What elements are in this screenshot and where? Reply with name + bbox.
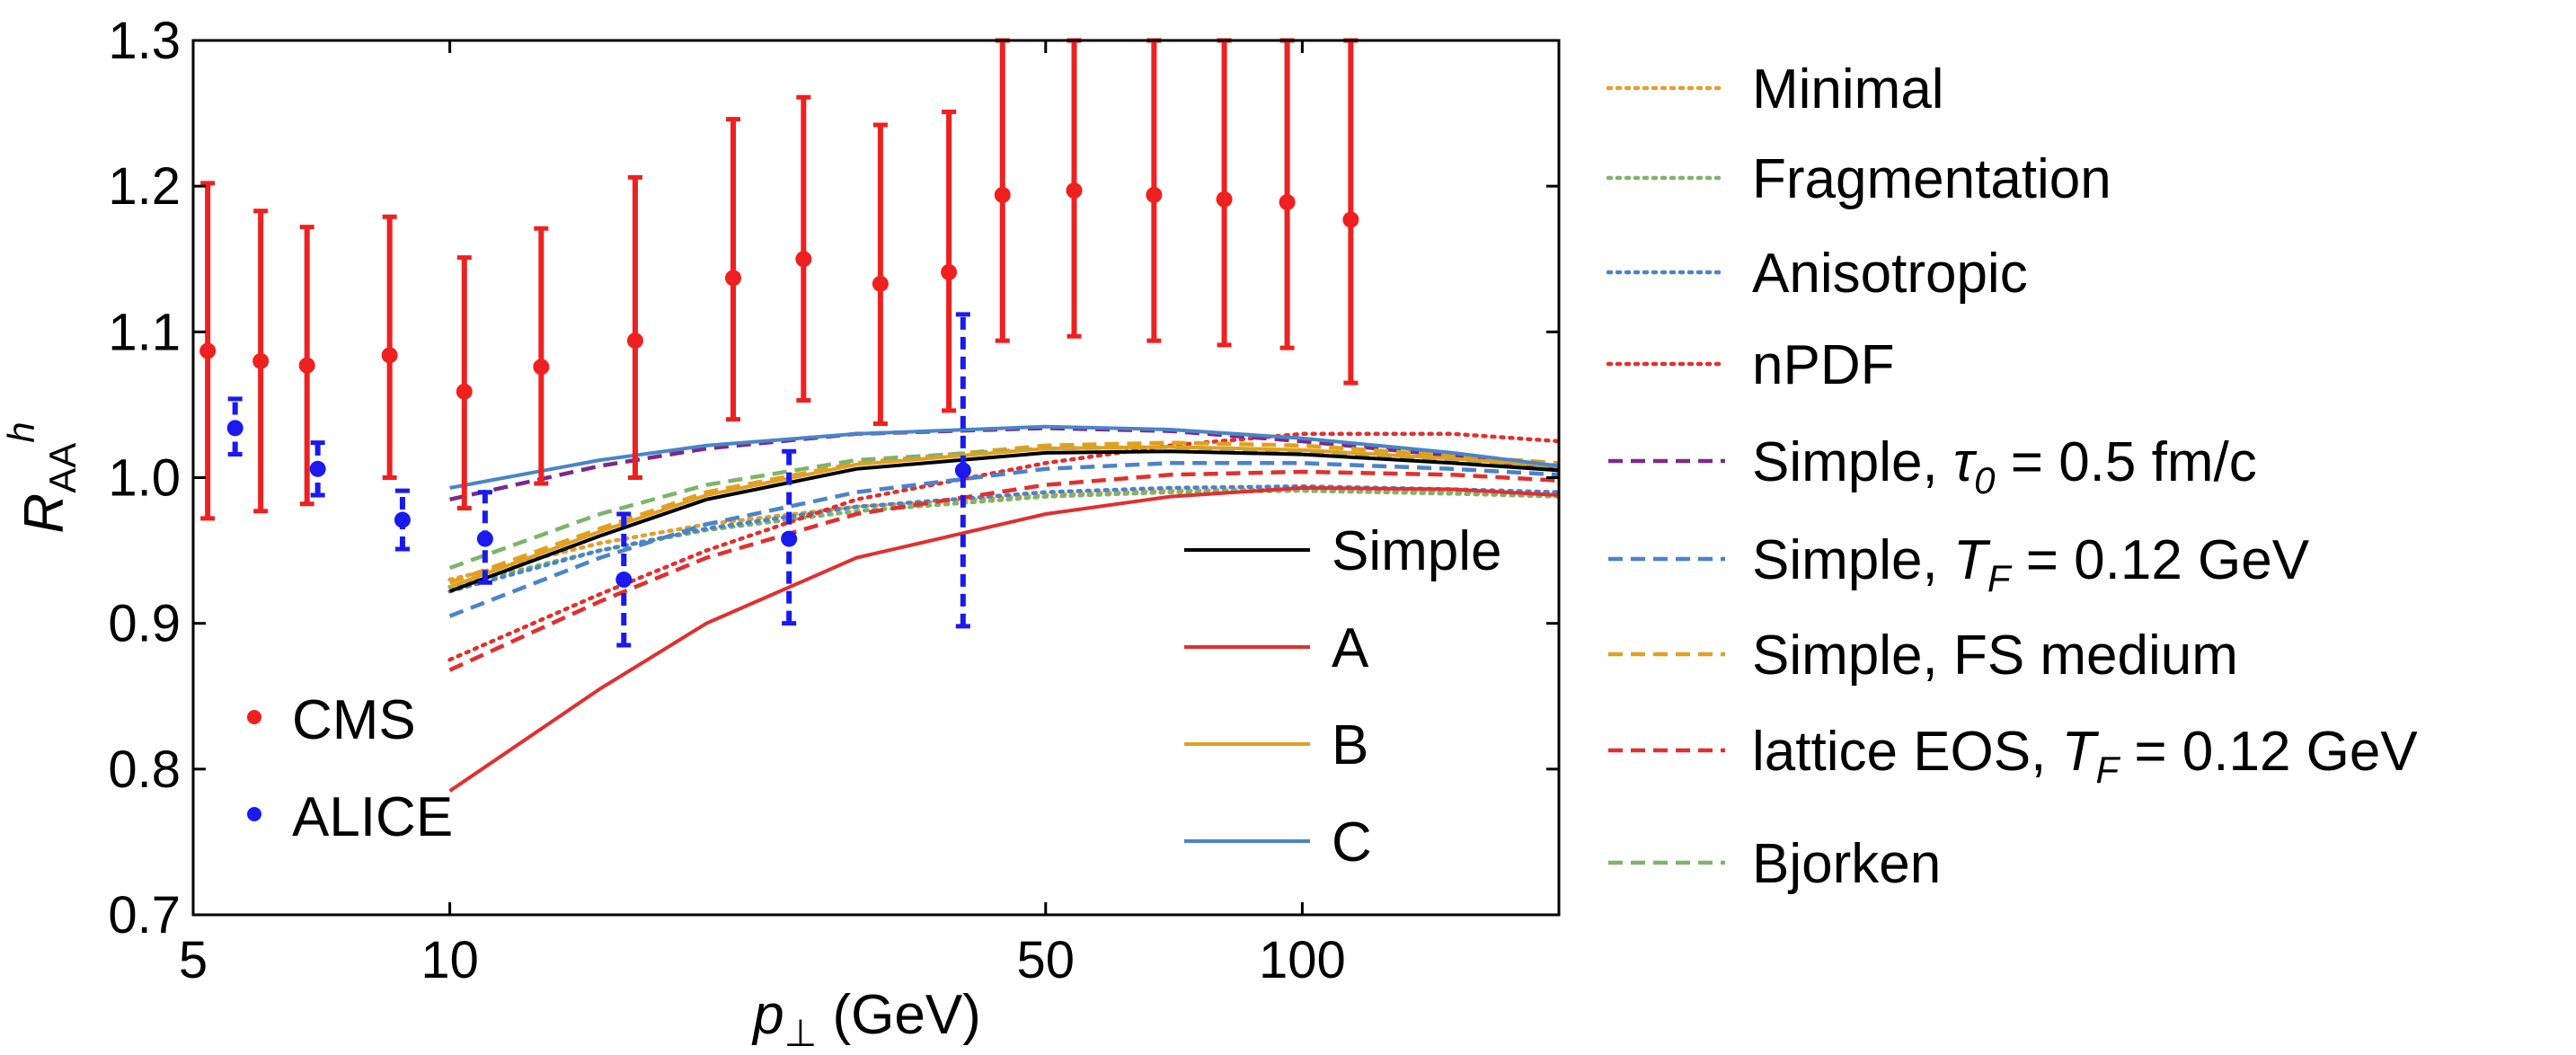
points-cms bbox=[199, 38, 1359, 521]
legend-label-minimal: Minimal bbox=[1752, 58, 1944, 120]
y-tick-label: 0.7 bbox=[108, 886, 181, 944]
cms-data-point bbox=[941, 263, 958, 280]
series-layer bbox=[447, 424, 1559, 793]
legend-label-anisotropic: Anisotropic bbox=[1752, 243, 2028, 305]
y-tick-label: 0.8 bbox=[108, 740, 181, 799]
cms-data-point bbox=[1216, 191, 1233, 208]
x-tick-label: 100 bbox=[1259, 931, 1346, 989]
cms-data-point bbox=[994, 186, 1011, 203]
series-npdf-dotted bbox=[447, 431, 1559, 662]
points-alice bbox=[226, 312, 971, 648]
legend-label-c: C bbox=[1332, 811, 1372, 873]
alice-data-point bbox=[476, 530, 493, 547]
cms-data-point bbox=[252, 352, 270, 369]
series-simple-t-f-0-12-gev-dashed bbox=[448, 461, 1559, 618]
x-tick-label: 50 bbox=[1017, 931, 1076, 989]
plot-frame bbox=[191, 39, 1561, 917]
x-tick-label: 5 bbox=[179, 931, 208, 989]
legend-label-b: B bbox=[1332, 714, 1368, 776]
series-a-solid bbox=[448, 485, 1559, 793]
cms-data-point bbox=[456, 383, 473, 400]
x-axis-title: p⊥ (GeV) bbox=[751, 984, 981, 1054]
x-tick-label: 10 bbox=[420, 931, 479, 989]
alice-data-point bbox=[309, 460, 326, 477]
legend-label-lattice-eos-t-f-0-12-gev: lattice EOS, TF = 0.12 GeV bbox=[1752, 721, 2418, 791]
legend-label-simple-0-5-fm-c: Simple, τ0 = 0.5 fm/c bbox=[1752, 431, 2257, 501]
alice-data-point bbox=[226, 420, 243, 437]
alice-data-point bbox=[394, 511, 411, 528]
alice-data-point bbox=[954, 462, 971, 479]
legend-label-simple: Simple bbox=[1332, 520, 1502, 582]
y-tick-label: 0.9 bbox=[108, 595, 181, 653]
y-tick-label: 1.1 bbox=[108, 303, 181, 361]
legend-curves-outer: Minimal Fragmentation Anisotropic nPDF Simpl… bbox=[1606, 58, 2418, 895]
legend-points: CMS ALICE bbox=[247, 689, 453, 848]
series-lattice-eos-t-f-0-12-gev-dashed bbox=[448, 469, 1559, 672]
cms-data-point bbox=[1342, 211, 1359, 228]
cms-data-point bbox=[626, 332, 643, 350]
cms-data-point bbox=[1146, 186, 1163, 203]
cms-data-point bbox=[725, 270, 742, 287]
series-simple-fs-medium-dashed bbox=[448, 440, 1559, 585]
legend-label-alice: ALICE bbox=[292, 786, 453, 848]
cms-data-point bbox=[1279, 194, 1296, 211]
legend-marker-alice bbox=[247, 807, 261, 821]
cms-data-point bbox=[199, 342, 217, 359]
alice-data-point bbox=[615, 572, 633, 589]
series-b-solid bbox=[448, 445, 1559, 589]
legend-curves-inner: Simple ABC bbox=[1184, 520, 1502, 873]
legend-label-simple-fs-medium: Simple, FS medium bbox=[1752, 625, 2238, 687]
legend-label-a: A bbox=[1332, 617, 1369, 679]
legend-marker-cms bbox=[247, 710, 261, 724]
legend-label-npdf: nPDF bbox=[1752, 334, 1894, 396]
y-tick-label: 1.2 bbox=[108, 157, 181, 216]
cms-data-point bbox=[1066, 182, 1083, 199]
cms-data-point bbox=[795, 251, 812, 268]
alice-data-point bbox=[781, 530, 798, 547]
y-tick-label: 1.0 bbox=[108, 449, 181, 508]
legend-label-fragmentation: Fragmentation bbox=[1752, 148, 2111, 210]
legend-label-cms: CMS bbox=[292, 689, 416, 751]
y-axis-title: RAAh bbox=[0, 421, 84, 533]
points-layer bbox=[199, 38, 1359, 648]
axis-titles: p⊥ (GeV) RAAh bbox=[0, 421, 981, 1054]
cms-data-point bbox=[298, 357, 315, 374]
legend-label-simple-t-f-0-12-gev: Simple, TF = 0.12 GeV bbox=[1752, 529, 2310, 599]
series-simple-solid bbox=[448, 449, 1559, 593]
cms-data-point bbox=[533, 359, 550, 376]
cms-data-point bbox=[381, 347, 398, 364]
axis-ticks: 5 10 50 100 0.7 0.8 0.9 1.0 1.1 1.2 1.3 bbox=[108, 12, 1559, 989]
cms-data-point bbox=[872, 275, 889, 292]
legend-label-bjorken: Bjorken bbox=[1752, 833, 1941, 895]
y-tick-label: 1.3 bbox=[108, 12, 181, 70]
